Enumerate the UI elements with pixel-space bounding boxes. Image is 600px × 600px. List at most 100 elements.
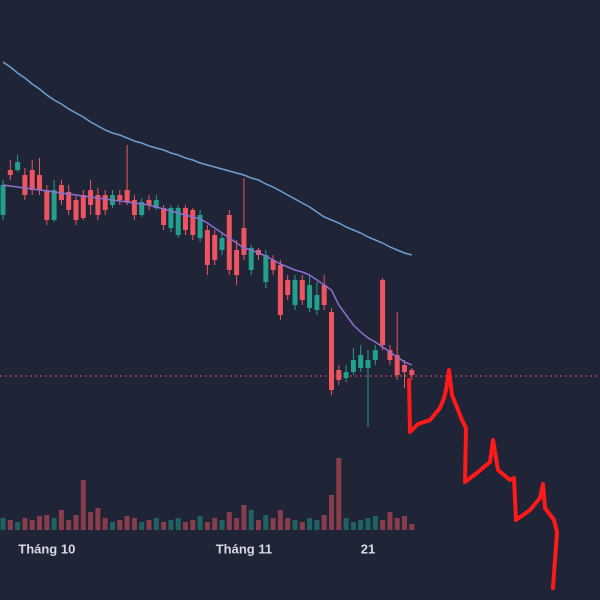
volume-bar (95, 508, 101, 530)
volume-bar (234, 518, 240, 530)
candle-body (139, 202, 145, 215)
candle-body (0, 185, 6, 215)
candle-body (204, 230, 210, 265)
candle-body (387, 350, 393, 360)
candle-body (314, 295, 320, 310)
volume-bar (37, 516, 42, 530)
candle-body (51, 190, 57, 220)
volume-bar (380, 520, 386, 530)
moving-average (2, 61, 412, 256)
candle-body (80, 195, 86, 218)
volume-bar (124, 516, 130, 530)
volume-bar (0, 518, 6, 530)
candle-body (95, 195, 101, 215)
candle-body (329, 312, 334, 390)
candle-body (307, 285, 313, 308)
candle-body (343, 372, 349, 378)
candle-body (219, 238, 225, 250)
candle-body (336, 370, 342, 380)
volume-bar (131, 518, 137, 530)
volume-bar (299, 522, 305, 530)
volume-bar (226, 512, 232, 530)
x-tick-label: Tháng 11 (216, 541, 272, 556)
volume-bar (190, 520, 196, 530)
candle-body (299, 280, 305, 300)
candle-body (277, 265, 283, 315)
volume-bar (22, 518, 28, 530)
volume-bar (139, 522, 145, 530)
candle-body (117, 195, 123, 200)
candle-body (7, 170, 13, 175)
volume-bar (256, 520, 261, 530)
volume-bar (29, 520, 35, 530)
candle-body (131, 200, 137, 215)
volume-bar (241, 505, 247, 530)
volume-bar (321, 515, 327, 530)
candle-body (15, 162, 21, 170)
volume-bar (219, 520, 225, 530)
volume-bar (292, 520, 298, 530)
volume-bar (44, 515, 50, 530)
volume-bar (372, 516, 378, 530)
candle-body (197, 215, 203, 238)
volume-bar (102, 518, 108, 530)
volume-bar (183, 522, 188, 530)
volume-bar (73, 515, 79, 530)
candle-body (358, 355, 364, 368)
volume-bar (146, 520, 152, 530)
volume-bar (329, 495, 334, 530)
candle-body (350, 360, 356, 372)
volume-bar (161, 522, 167, 530)
candle-body (241, 228, 247, 255)
candle-body (365, 360, 371, 368)
volume-bar (175, 518, 181, 530)
candle-body (161, 208, 167, 225)
candle-body (394, 355, 400, 375)
volume-bar (314, 520, 320, 530)
candle-body (248, 248, 254, 270)
candle-body (29, 170, 35, 190)
candle-body (263, 255, 269, 282)
candle-body (212, 235, 218, 260)
volume-bar (358, 520, 364, 530)
volume-bar (168, 520, 174, 530)
volume-bar (285, 518, 291, 530)
candle-body (321, 285, 327, 305)
volume-bar (204, 522, 210, 530)
candle-body (37, 175, 42, 190)
volume-bar (307, 518, 313, 530)
candle-body (66, 192, 72, 210)
volume-bar (365, 518, 371, 530)
drawn-annotation (407, 368, 559, 590)
volume-layer (0, 458, 415, 530)
volume-bar (277, 510, 283, 530)
volume-bar (409, 524, 415, 530)
candle-body (44, 190, 50, 220)
volume-bar (80, 480, 86, 530)
x-tick-label: Tháng 10 (18, 541, 75, 556)
candle-body (153, 200, 159, 208)
candle-body (124, 190, 130, 202)
candle-body (102, 195, 108, 210)
candle-body (190, 210, 196, 235)
volume-bar (58, 510, 64, 530)
candle-body (168, 208, 174, 228)
candle-body (285, 280, 291, 295)
candle-body (270, 260, 276, 270)
volume-bar (336, 458, 342, 530)
volume-bar (66, 520, 72, 530)
candle-body (380, 280, 386, 345)
volume-bar (387, 512, 393, 530)
candle-body (146, 200, 152, 205)
candle-body (402, 365, 407, 372)
volume-bar (15, 522, 21, 530)
candle-body (73, 200, 79, 220)
volume-bar (248, 510, 254, 530)
candle-body (22, 175, 28, 195)
volume-bar (51, 518, 57, 530)
volume-bar (270, 518, 276, 530)
volume-bar (212, 518, 218, 530)
moving-average (2, 184, 413, 366)
candle-body (409, 370, 415, 375)
